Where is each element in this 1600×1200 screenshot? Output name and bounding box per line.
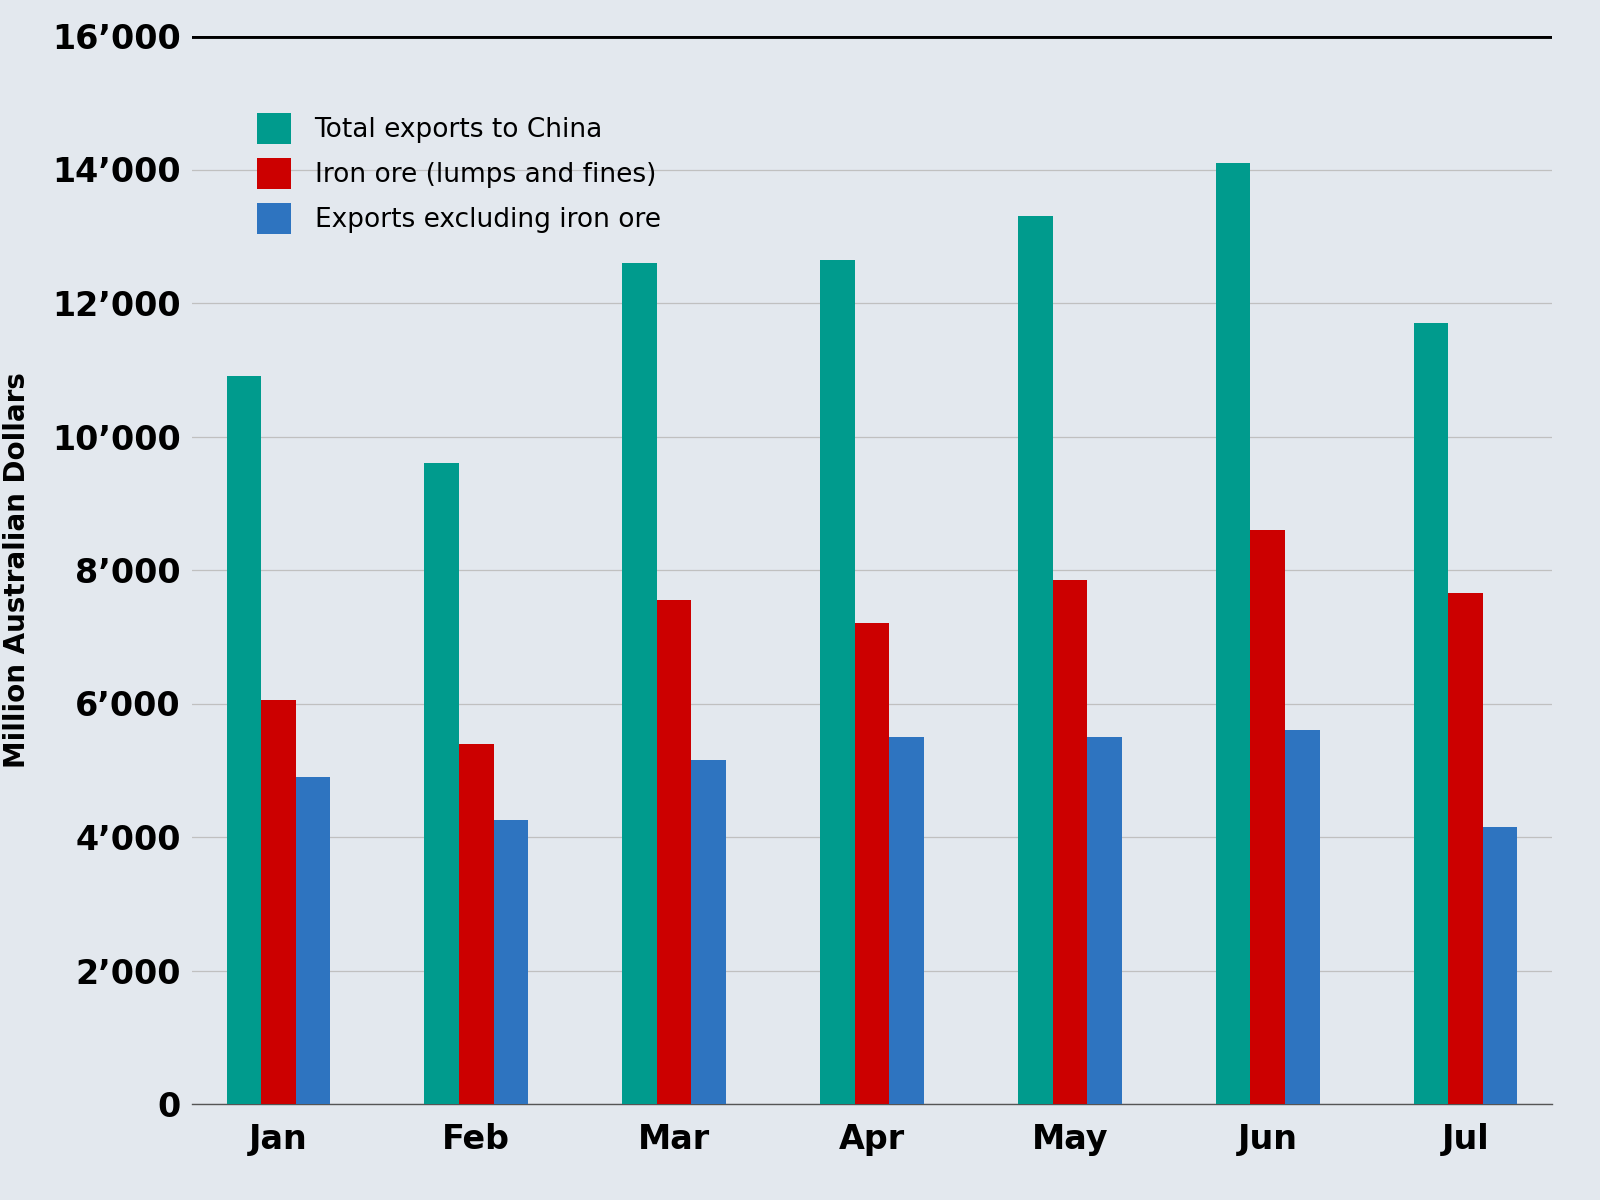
Bar: [1483, 827, 1517, 1104]
Y-axis label: Million Australian Dollars: Million Australian Dollars: [3, 372, 32, 768]
Bar: [424, 463, 459, 1104]
Bar: [1285, 730, 1320, 1104]
Bar: [622, 263, 658, 1104]
Legend: Total exports to China, Iron ore (lumps and fines), Exports excluding iron ore: Total exports to China, Iron ore (lumps …: [246, 102, 670, 244]
Bar: [821, 259, 854, 1104]
Bar: [1086, 737, 1122, 1104]
Bar: [1053, 580, 1086, 1104]
Bar: [1018, 216, 1053, 1104]
Bar: [1216, 163, 1250, 1104]
Bar: [494, 821, 528, 1104]
Bar: [1250, 530, 1285, 1104]
Bar: [459, 744, 494, 1104]
Bar: [296, 776, 331, 1104]
Bar: [1413, 323, 1448, 1104]
Bar: [890, 737, 923, 1104]
Bar: [691, 761, 726, 1104]
Bar: [658, 600, 691, 1104]
Bar: [854, 624, 890, 1104]
Bar: [227, 377, 261, 1104]
Bar: [261, 700, 296, 1104]
Bar: [1448, 593, 1483, 1104]
